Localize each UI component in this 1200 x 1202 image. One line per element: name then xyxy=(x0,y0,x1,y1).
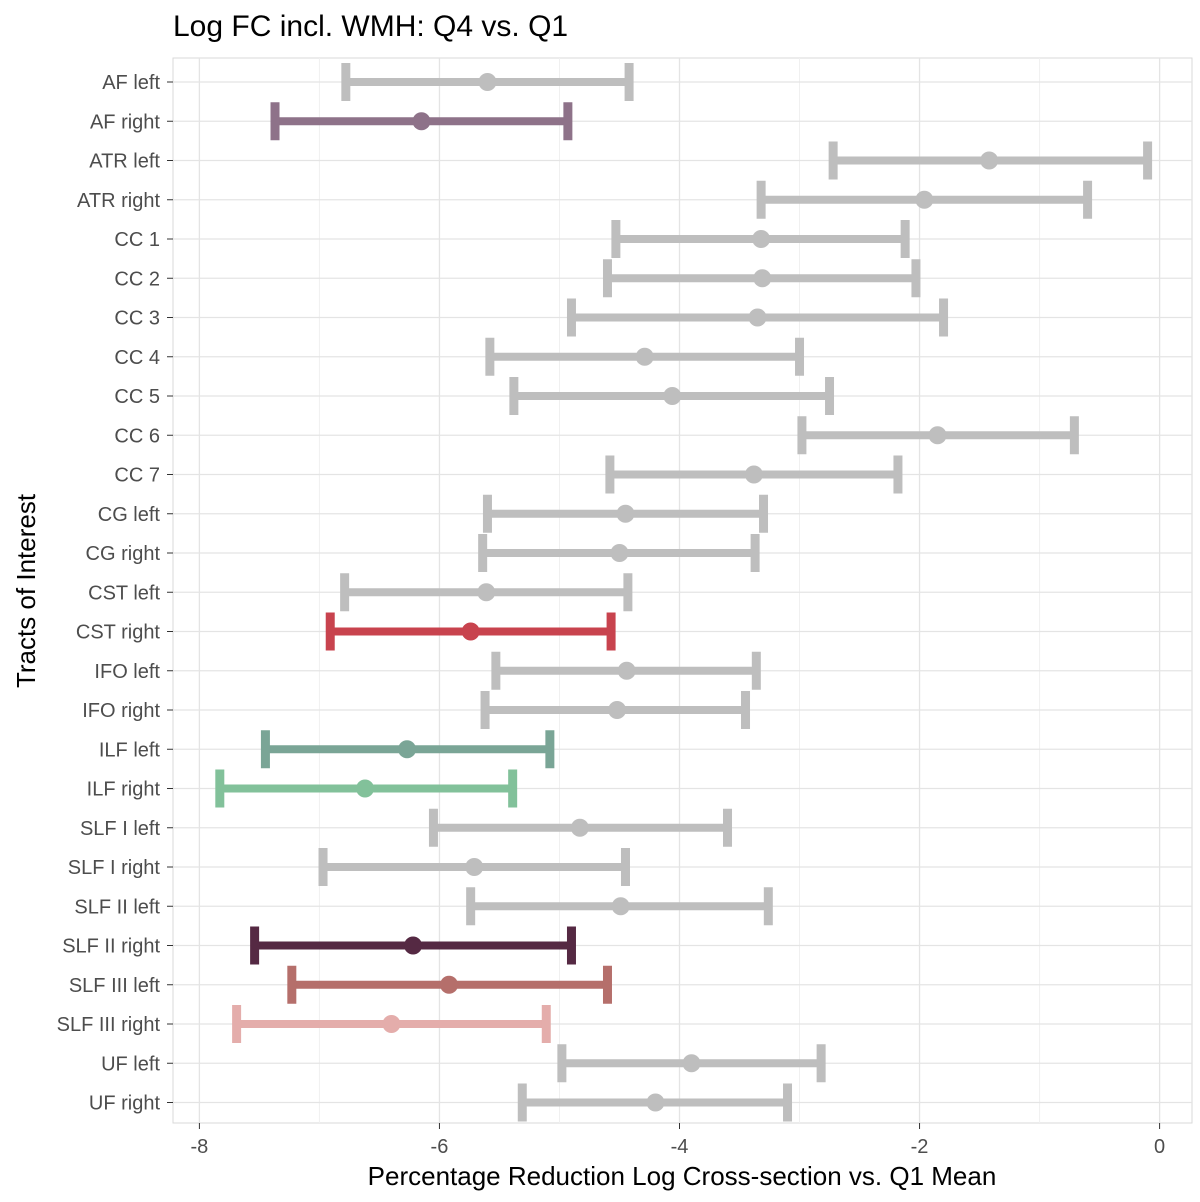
mean-point xyxy=(356,779,375,798)
error-bar xyxy=(611,220,910,258)
mean-point xyxy=(610,544,629,562)
mean-point xyxy=(980,151,999,170)
y-tick-label: AF right xyxy=(90,111,160,133)
x-axis-title: Percentage Reduction Log Cross-section v… xyxy=(368,1161,997,1191)
error-bar xyxy=(340,573,633,612)
error-bar xyxy=(270,102,573,141)
error-bar xyxy=(466,887,773,926)
mean-point xyxy=(478,73,497,91)
error-bar xyxy=(480,691,751,729)
y-tick-label: CG right xyxy=(86,543,161,565)
error-bar xyxy=(605,455,903,494)
x-tick-label: -2 xyxy=(911,1136,929,1158)
mean-point xyxy=(440,975,459,994)
y-tick-label: SLF I left xyxy=(80,818,160,840)
mean-point xyxy=(611,897,630,916)
y-tick-label: ILF left xyxy=(99,739,161,761)
mean-point xyxy=(398,740,417,759)
mean-point xyxy=(682,1054,701,1073)
x-tick-label: -4 xyxy=(671,1136,689,1158)
mean-point xyxy=(465,858,484,876)
mean-point xyxy=(752,230,771,248)
mean-point xyxy=(461,622,480,641)
y-tick-label: CC 2 xyxy=(114,268,160,290)
error-bar xyxy=(482,494,769,533)
y-tick-label: SLF III right xyxy=(57,1014,161,1036)
error-bar xyxy=(215,769,518,808)
error-bar xyxy=(260,730,555,769)
mean-point xyxy=(404,936,423,955)
x-tick-labels: -8 -6 -4 -2 0 xyxy=(191,1123,1165,1158)
y-tick-label: CC 1 xyxy=(114,229,160,251)
error-bar xyxy=(509,377,835,415)
y-tick-label: CC 5 xyxy=(114,386,160,408)
chart-title: Log FC incl. WMH: Q4 vs. Q1 xyxy=(173,10,568,43)
mean-point xyxy=(382,1015,401,1033)
error-bar xyxy=(428,808,733,847)
y-tick-label: UF left xyxy=(101,1053,160,1075)
mean-point xyxy=(616,504,635,523)
mean-point xyxy=(744,465,763,484)
error-bar xyxy=(485,337,805,376)
mean-point xyxy=(663,387,682,405)
error-bar xyxy=(566,298,949,337)
mean-point xyxy=(915,190,934,209)
y-tick-label: CC 4 xyxy=(114,347,160,369)
error-bar xyxy=(517,1083,793,1122)
mean-point xyxy=(617,661,636,680)
error-bar xyxy=(797,416,1079,455)
mean-point xyxy=(928,426,947,445)
mean-point xyxy=(635,347,654,366)
y-tick-label: CC 7 xyxy=(114,465,160,487)
y-tick-label: CST left xyxy=(88,582,160,604)
error-bar xyxy=(491,651,761,690)
y-tick-label: SLF III left xyxy=(69,975,161,997)
x-tick-label: -6 xyxy=(431,1136,449,1158)
y-tick-label: SLF I right xyxy=(68,857,161,879)
error-bar xyxy=(325,612,616,651)
y-tick-label: SLF II right xyxy=(62,936,160,958)
y-tick-label: ILF right xyxy=(87,779,161,801)
y-tick-label: ATR right xyxy=(77,190,160,212)
x-tick-label: 0 xyxy=(1154,1136,1165,1158)
mean-point xyxy=(646,1093,665,1112)
y-tick-label: CST right xyxy=(76,622,161,644)
y-tick-labels: AF left AF right ATR left ATR right CC 1 CC 2… xyxy=(57,72,173,1115)
error-bar xyxy=(232,1005,551,1043)
y-tick-label: AF left xyxy=(102,72,160,94)
y-tick-label: ATR left xyxy=(89,151,160,173)
error-bar xyxy=(557,1044,826,1083)
error-bar xyxy=(602,259,921,298)
y-tick-label: IFO left xyxy=(94,661,160,683)
y-axis-title: Tracts of Interest xyxy=(11,493,41,688)
error-bar xyxy=(341,63,634,101)
y-tick-label: CG left xyxy=(98,504,161,526)
y-tick-label: SLF II left xyxy=(74,896,160,918)
error-bars xyxy=(215,63,1153,1122)
mean-point xyxy=(748,308,767,327)
error-bar xyxy=(828,141,1153,180)
y-tick-label: IFO right xyxy=(82,700,160,722)
x-tick-label: -8 xyxy=(191,1136,209,1158)
error-bar xyxy=(756,180,1093,219)
mean-point xyxy=(570,818,589,837)
mean-point xyxy=(608,701,627,719)
mean-point xyxy=(753,269,772,288)
y-tick-label: CC 6 xyxy=(114,425,160,447)
error-bar xyxy=(250,926,576,965)
y-tick-label: UF right xyxy=(89,1093,161,1115)
mean-point xyxy=(477,583,496,602)
y-tick-label: CC 3 xyxy=(114,308,160,330)
error-bar xyxy=(478,534,760,572)
mean-point xyxy=(412,112,431,131)
error-bar xyxy=(318,848,630,886)
error-bar xyxy=(287,965,612,1004)
